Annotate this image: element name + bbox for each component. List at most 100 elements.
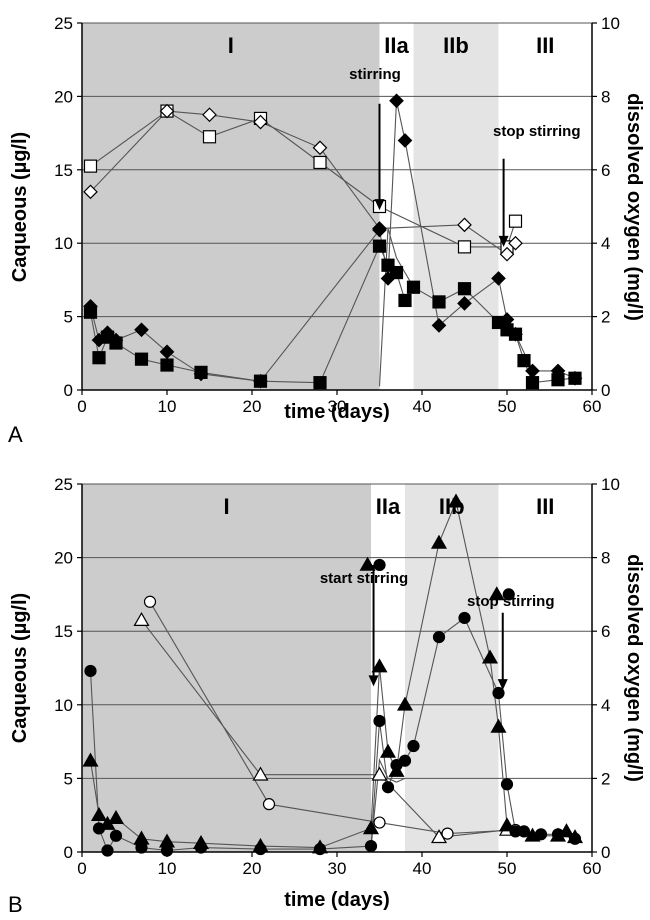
panel-a-series-3-point-11 [391,267,403,279]
panel-b-series-3-point-14 [408,741,419,752]
panel-a-y-tick-label-1: 5 [64,308,73,327]
panel-b-y2-tick-label-1: 2 [601,769,610,788]
panel-b-y-tick-label-5: 25 [54,475,73,494]
panel-a-series-0-point-8 [510,215,522,227]
panel-b-series-3-point-16 [459,612,470,623]
panel-a-series-3-point-7 [255,375,267,387]
panel-a-series-3-point-14 [433,296,445,308]
panel-b-x-axis-label: time (days) [284,889,390,911]
panel-b-y-tick-label-0: 0 [64,843,73,862]
panel-a-series-3-point-3 [110,337,122,349]
panel-b-series-3-point-21 [536,829,547,840]
panel-b-y-tick-label-4: 20 [54,549,73,568]
panel-b-phase-label-2: IIb [439,494,465,519]
panel-b-series-3-point-8 [315,844,326,855]
panel-b-y2-tick-label-0: 0 [601,843,610,862]
panel-b-series-3-point-1 [94,823,105,834]
panel-b-y-axis-label: Caqueous (µg/l) [9,593,31,743]
panel-b-y2-axis-label: dissolved oxygen (mg/l) [623,554,645,782]
panel-b-series-3-point-3 [111,830,122,841]
panel-b-series-3-point-13 [400,755,411,766]
panel-b-label: B [8,892,23,917]
panel-a-series-3-point-5 [161,359,173,371]
panel-b-series-3-point-23 [570,833,581,844]
panel-a-series-3-point-1 [93,352,105,364]
panel-a-phase-shade-2 [414,23,499,390]
panel-a-series-2-point-11 [399,134,412,147]
panel-a-x-tick-label-5: 50 [498,397,517,416]
panel-a-phase-label-3: III [536,33,554,58]
panel-b-series-3-point-18 [502,779,513,790]
panel-b-annotation-0: start stirring [320,570,408,587]
panel-a-x-axis-label: time (days) [284,401,390,423]
panel-a-series-3-point-22 [569,372,581,384]
panel-a-y-tick-label-3: 15 [54,161,73,180]
panel-a-y2-axis-label: dissolved oxygen (mg/l) [623,93,645,321]
panel-b-series-3-point-15 [434,632,445,643]
panel-b-x-tick-label-1: 10 [158,859,177,878]
panel-a-y2-tick-label-4: 8 [601,87,610,106]
panel-b-phase-shade-2 [405,484,499,852]
panel-a-phase-label-0: I [228,33,234,58]
panel-a-series-3-point-0 [85,306,97,318]
panel-b-x-tick-label-0: 0 [77,859,86,878]
panel-b-series-3-point-0 [85,665,96,676]
panel-a-y-tick-label-2: 10 [54,234,73,253]
panel-b-series-3-point-10 [374,715,385,726]
panel-a-y-tick-label-5: 25 [54,14,73,33]
panel-a-y2-tick-label-2: 4 [601,234,610,253]
panel-b-x-tick-label-4: 40 [413,859,432,878]
panel-a-series-0-point-4 [314,156,326,168]
panel-b-y2-tick-label-2: 4 [601,696,610,715]
panel-b-y-tick-label-3: 15 [54,622,73,641]
panel-b-y2-tick-label-4: 8 [601,549,610,568]
panel-a-x-tick-label-6: 60 [583,397,602,416]
panel-a-series-3-point-6 [195,366,207,378]
panel-a-series-3-point-18 [510,328,522,340]
panel-a: 0 5 10 15 20 25 0 2 4 6 8 10 0 10 20 30 40 50 60 I IIa IIb II… [8,14,645,447]
panel-b-x-tick-label-2: 20 [243,859,262,878]
panel-a-series-3-point-19 [518,355,530,367]
panel-a-label: A [8,422,23,447]
panel-b-y-tick-label-2: 10 [54,696,73,715]
panel-a-series-3-point-12 [399,294,411,306]
panel-a-series-3-point-20 [527,377,539,389]
panel-b-series-3-point-2 [102,845,113,856]
panel-b-phase-label-1: IIa [376,494,401,519]
panel-a-series-3-point-8 [314,377,326,389]
panel-a-y-tick-label-4: 20 [54,87,73,106]
panel-b-y-tick-label-1: 5 [64,769,73,788]
panel-a-phase-label-1: IIa [384,33,409,58]
panel-b-x-tick-label-3: 30 [328,859,347,878]
panel-a-annotation-1: stop stirring [493,123,581,140]
panel-b-series-3-point-22 [553,829,564,840]
panel-a-y-axis-label: Caqueous (µg/l) [9,132,31,282]
panel-b-y2-tick-label-3: 6 [601,622,610,641]
panel-a-y2-tick-label-0: 0 [601,381,610,400]
panel-a-series-3-point-21 [552,374,564,386]
panel-a-x-tick-label-4: 40 [413,397,432,416]
panel-a-series-3-point-4 [136,353,148,365]
panel-a-x-tick-label-0: 0 [77,397,86,416]
panel-b-series-3-point-11 [383,782,394,793]
panel-a-annotation-0: stirring [349,66,401,83]
panel-a-y2-tick-label-1: 2 [601,308,610,327]
panel-b-x-tick-label-5: 50 [498,859,517,878]
panel-b-y2-tick-label-5: 10 [601,475,620,494]
panel-b-phase-shade-0 [82,484,371,852]
panel-a-y2-tick-label-5: 10 [601,14,620,33]
panel-a-series-0-point-6 [459,241,471,253]
panel-b-phase-label-0: I [223,494,229,519]
panel-b-x-tick-label-6: 60 [583,859,602,878]
panel-a-x-tick-label-1: 10 [158,397,177,416]
panel-a-y2-tick-label-3: 6 [601,161,610,180]
panel-b-phase-label-3: III [536,494,554,519]
panel-b-annotation-1-marker-1 [503,589,514,600]
panel-a-series-3-point-9 [374,240,386,252]
panel-b-annotation-0-marker-1 [374,559,385,570]
panel-a-series-3-point-15 [459,283,471,295]
panel-a-phase-label-2: IIb [443,33,469,58]
panel-b-series-3-point-20 [519,826,530,837]
panel-b-series-0-point-2 [374,817,385,828]
